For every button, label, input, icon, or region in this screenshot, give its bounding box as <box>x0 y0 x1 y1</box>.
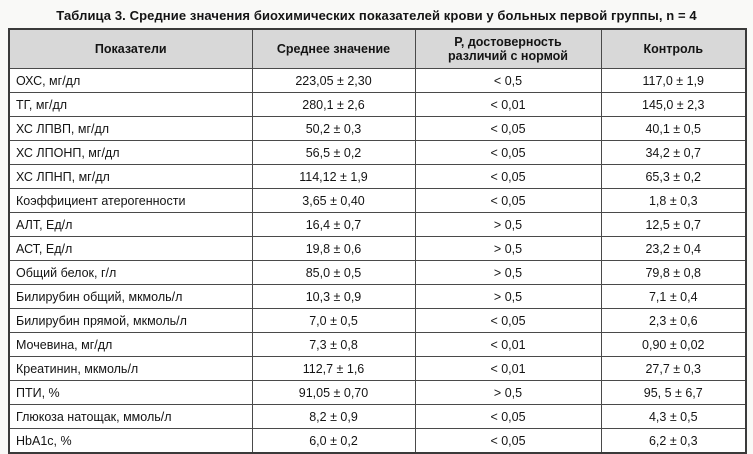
indicator-cell: ПТИ, % <box>8 380 253 405</box>
value-cell: 145,0 ± 2,3 <box>600 92 747 117</box>
value-cell: 50,2 ± 0,3 <box>251 116 416 141</box>
table-header-row: Показатели Среднее значение Р, достоверн… <box>8 28 747 69</box>
header-cell-mean-value: Среднее значение <box>251 28 416 69</box>
value-cell: 7,0 ± 0,5 <box>251 308 416 333</box>
value-cell: 223,05 ± 2,30 <box>251 68 416 93</box>
value-cell: 114,12 ± 1,9 <box>251 164 416 189</box>
table-row: АСТ, Ед/л 19,8 ± 0,6 > 0,5 23,2 ± 0,4 <box>8 236 747 261</box>
table-row: ХС ЛПНП, мг/дл 114,12 ± 1,9 < 0,05 65,3 ± 0… <box>8 164 747 189</box>
value-cell: < 0,05 <box>414 188 602 213</box>
value-cell: 3,65 ± 0,40 <box>251 188 416 213</box>
table-row: Мочевина, мг/дл 7,3 ± 0,8 < 0,01 0,90 ± 0,0… <box>8 332 747 357</box>
value-cell: 95, 5 ± 6,7 <box>600 380 747 405</box>
value-cell: 112,7 ± 1,6 <box>251 356 416 381</box>
value-cell: 0,90 ± 0,02 <box>600 332 747 357</box>
value-cell: 23,2 ± 0,4 <box>600 236 747 261</box>
indicator-cell: Глюкоза натощак, ммоль/л <box>8 404 253 429</box>
value-cell: < 0,01 <box>414 356 602 381</box>
indicator-cell: АСТ, Ед/л <box>8 236 253 261</box>
indicator-cell: ТГ, мг/дл <box>8 92 253 117</box>
indicator-cell: Коэффициент атерогенности <box>8 188 253 213</box>
table-header: Показатели Среднее значение Р, достоверн… <box>8 28 747 69</box>
value-cell: 19,8 ± 0,6 <box>251 236 416 261</box>
table-row: ПТИ, % 91,05 ± 0,70 > 0,5 95, 5 ± 6,7 <box>8 380 747 405</box>
value-cell: 91,05 ± 0,70 <box>251 380 416 405</box>
header-cell-p-significance: Р, достоверность различий с нормой <box>414 28 602 69</box>
value-cell: < 0,05 <box>414 308 602 333</box>
value-cell: 34,2 ± 0,7 <box>600 140 747 165</box>
header-cell-control: Контроль <box>600 28 747 69</box>
value-cell: 1,8 ± 0,3 <box>600 188 747 213</box>
table-row: АЛТ, Ед/л 16,4 ± 0,7 > 0,5 12,5 ± 0,7 <box>8 212 747 237</box>
value-cell: 2,3 ± 0,6 <box>600 308 747 333</box>
table-row: Билирубин общий, мкмоль/л 10,3 ± 0,9 > 0,5… <box>8 284 747 309</box>
indicator-cell: ХС ЛПВП, мг/дл <box>8 116 253 141</box>
value-cell: 10,3 ± 0,9 <box>251 284 416 309</box>
table-row: Коэффициент атерогенности 3,65 ± 0,40 < 0,… <box>8 188 747 213</box>
table-row: ОХС, мг/дл 223,05 ± 2,30 < 0,5 117,0 ± 1,9 <box>8 68 747 93</box>
value-cell: < 0,05 <box>414 116 602 141</box>
indicator-cell: ОХС, мг/дл <box>8 68 253 93</box>
value-cell: < 0,05 <box>414 404 602 429</box>
value-cell: < 0,5 <box>414 68 602 93</box>
value-cell: 12,5 ± 0,7 <box>600 212 747 237</box>
value-cell: > 0,5 <box>414 284 602 309</box>
indicator-cell: Мочевина, мг/дл <box>8 332 253 357</box>
value-cell: 85,0 ± 0,5 <box>251 260 416 285</box>
value-cell: 7,3 ± 0,8 <box>251 332 416 357</box>
value-cell: 16,4 ± 0,7 <box>251 212 416 237</box>
indicator-cell: АЛТ, Ед/л <box>8 212 253 237</box>
value-cell: 27,7 ± 0,3 <box>600 356 747 381</box>
value-cell: 40,1 ± 0,5 <box>600 116 747 141</box>
value-cell: < 0,05 <box>414 428 602 454</box>
table-row: ТГ, мг/дл 280,1 ± 2,6 < 0,01 145,0 ± 2,3 <box>8 92 747 117</box>
value-cell: < 0,05 <box>414 140 602 165</box>
value-cell: 4,3 ± 0,5 <box>600 404 747 429</box>
indicator-cell: HbA1c, % <box>8 428 253 454</box>
indicator-cell: ХС ЛПОНП, мг/дл <box>8 140 253 165</box>
value-cell: 8,2 ± 0,9 <box>251 404 416 429</box>
value-cell: 79,8 ± 0,8 <box>600 260 747 285</box>
value-cell: 280,1 ± 2,6 <box>251 92 416 117</box>
biochemistry-table: Показатели Среднее значение Р, достоверн… <box>8 28 747 454</box>
value-cell: > 0,5 <box>414 212 602 237</box>
value-cell: < 0,05 <box>414 164 602 189</box>
value-cell: > 0,5 <box>414 260 602 285</box>
value-cell: 6,0 ± 0,2 <box>251 428 416 454</box>
table-row: ХС ЛПОНП, мг/дл 56,5 ± 0,2 < 0,05 34,2 ± 0,… <box>8 140 747 165</box>
value-cell: < 0,01 <box>414 92 602 117</box>
table-title: Таблица 3. Средние значения биохимически… <box>56 8 697 23</box>
table-row: Креатинин, мкмоль/л 112,7 ± 1,6 < 0,01 27,7… <box>8 356 747 381</box>
indicator-cell: Билирубин общий, мкмоль/л <box>8 284 253 309</box>
header-cell-indicators: Показатели <box>8 28 253 69</box>
value-cell: < 0,01 <box>414 332 602 357</box>
value-cell: > 0,5 <box>414 380 602 405</box>
value-cell: 56,5 ± 0,2 <box>251 140 416 165</box>
value-cell: > 0,5 <box>414 236 602 261</box>
table-row: Глюкоза натощак, ммоль/л 8,2 ± 0,9 < 0,05 4… <box>8 404 747 429</box>
indicator-cell: Билирубин прямой, мкмоль/л <box>8 308 253 333</box>
value-cell: 6,2 ± 0,3 <box>600 428 747 454</box>
indicator-cell: Креатинин, мкмоль/л <box>8 356 253 381</box>
value-cell: 117,0 ± 1,9 <box>600 68 747 93</box>
indicator-cell: Общий белок, г/л <box>8 260 253 285</box>
table-row: Билирубин прямой, мкмоль/л 7,0 ± 0,5 < 0,0… <box>8 308 747 333</box>
indicator-cell: ХС ЛПНП, мг/дл <box>8 164 253 189</box>
table-row: Общий белок, г/л 85,0 ± 0,5 > 0,5 79,8 ± 0,… <box>8 260 747 285</box>
value-cell: 65,3 ± 0,2 <box>600 164 747 189</box>
table-row: ХС ЛПВП, мг/дл 50,2 ± 0,3 < 0,05 40,1 ± 0,5 <box>8 116 747 141</box>
value-cell: 7,1 ± 0,4 <box>600 284 747 309</box>
table-row: HbA1c, % 6,0 ± 0,2 < 0,05 6,2 ± 0,3 <box>8 428 747 454</box>
table-body: ОХС, мг/дл 223,05 ± 2,30 < 0,5 117,0 ± 1,9 Т… <box>8 68 747 454</box>
